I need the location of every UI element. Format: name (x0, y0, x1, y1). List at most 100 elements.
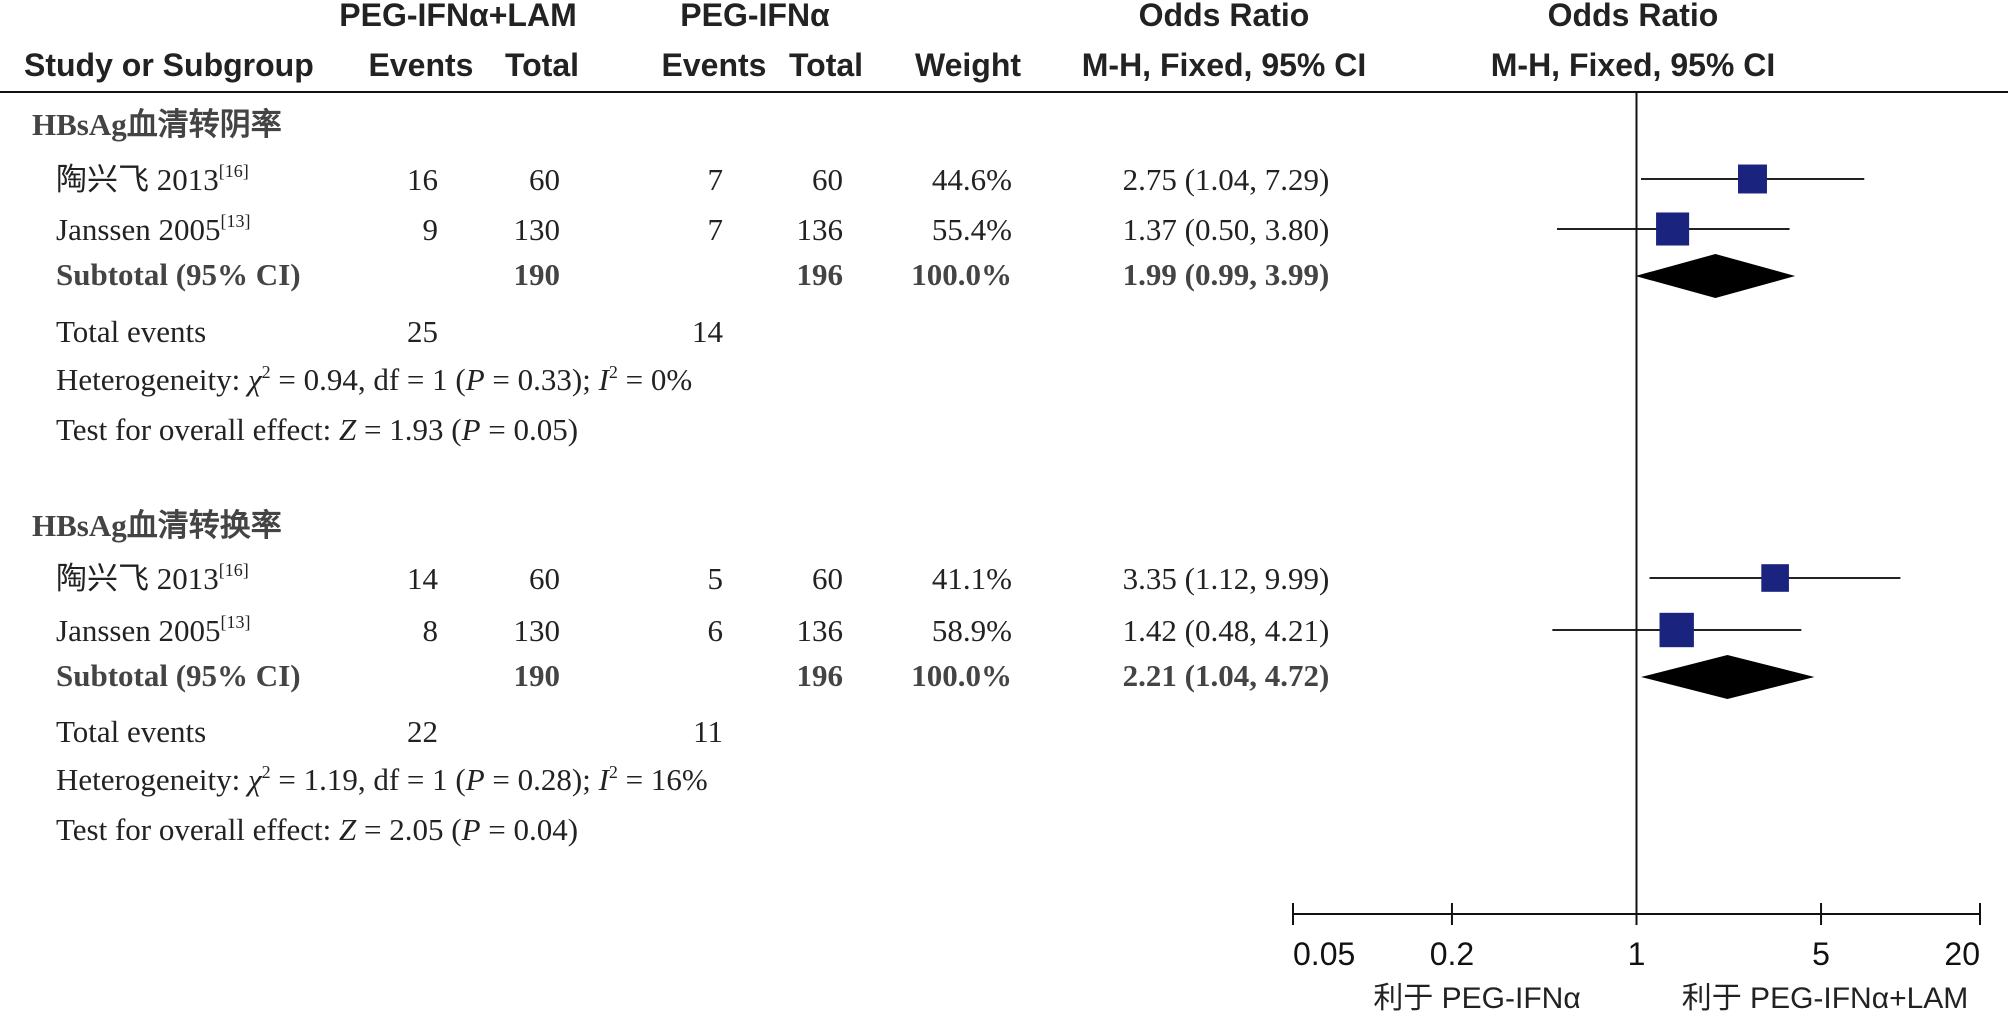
p-value: = 0.05) (481, 412, 579, 447)
study-square (1738, 164, 1767, 194)
heterogeneity-prefix: Heterogeneity: (56, 762, 248, 797)
weight-value: 44.6% (932, 162, 1012, 197)
or-method-header: M-H, Fixed, 95% CI (1082, 47, 1367, 83)
group2-header: PEG-IFNα (680, 0, 830, 33)
or-title-header: Odds Ratio (1139, 0, 1310, 33)
i-value: = 0% (618, 362, 692, 397)
events1-value: 9 (423, 212, 439, 247)
plot-title-header: Odds Ratio (1548, 0, 1719, 33)
total1-value: 130 (514, 613, 561, 648)
weight-header: Weight (915, 47, 1021, 83)
p-symbol: P (461, 412, 481, 447)
plot-marks (1552, 164, 1901, 699)
heterogeneity-text: Heterogeneity: χ2 = 0.94, df = 1 (P = 0.… (56, 362, 692, 397)
p-value: = 0.33); (485, 362, 599, 397)
z-symbol: Z (339, 412, 357, 447)
chi-superscript: 2 (262, 362, 271, 382)
events1-value: 8 (423, 613, 439, 648)
x-tick-label: 0.2 (1430, 936, 1474, 972)
x-axis: 0.05 0.2 1 5 20 利于 PEG-IFNα 利于 PEG-IFNα+LAM (1292, 92, 1981, 1013)
total2-value: 136 (797, 613, 844, 648)
chi-value: = 0.94, df = 1 ( (271, 362, 466, 397)
subtotal-diamond (1635, 254, 1796, 298)
x-tick-label: 1 (1628, 936, 1646, 972)
favors-right-label: 利于 PEG-IFNα+LAM (1682, 982, 1969, 1013)
total2-value: 60 (812, 162, 843, 197)
or-ci-value: 2.75 (1.04, 7.29) (1123, 162, 1330, 197)
events2-value: 5 (708, 561, 724, 596)
subtotal-label: Subtotal (95% CI) (56, 257, 301, 292)
total-events-label: Total events (56, 314, 206, 349)
z-symbol: Z (339, 812, 357, 847)
study-name: Janssen 2005[13] (56, 211, 250, 247)
events2-value: 7 (708, 212, 724, 247)
p-value: = 0.04) (481, 812, 579, 847)
i-superscript: 2 (609, 362, 618, 382)
total2-header: Total (789, 47, 863, 83)
heterogeneity-prefix: Heterogeneity: (56, 362, 248, 397)
study-square (1659, 612, 1694, 648)
x-tick-label: 0.05 (1293, 936, 1355, 972)
study-square (1761, 564, 1789, 592)
subtotal-total1: 190 (514, 658, 561, 693)
study-square (1656, 212, 1690, 246)
plot-method-header: M-H, Fixed, 95% CI (1491, 47, 1776, 83)
subtotal-diamond (1640, 655, 1815, 699)
z-value: = 1.93 ( (356, 412, 461, 447)
total-events1: 22 (407, 714, 438, 749)
p-value: = 0.28); (485, 762, 599, 797)
study-name-text: 陶兴飞 2013 (56, 162, 219, 197)
heterogeneity-text: Heterogeneity: χ2 = 1.19, df = 1 (P = 0.… (56, 762, 708, 797)
chi-value: = 1.19, df = 1 ( (271, 762, 466, 797)
group1-header: PEG-IFNα+LAM (339, 0, 576, 33)
z-value: = 2.05 ( (356, 812, 461, 847)
study-name: 陶兴飞 2013[16] (56, 560, 249, 596)
chi-symbol: χ (245, 362, 263, 397)
x-tick-label: 20 (1944, 936, 1980, 972)
study-name-text: Janssen 2005 (56, 212, 220, 247)
subtotal-total1: 190 (514, 257, 561, 292)
weight-value: 41.1% (932, 561, 1012, 596)
overall-prefix: Test for overall effect: (56, 812, 339, 847)
study-ref: [16] (219, 560, 249, 580)
study-name-text: Janssen 2005 (56, 613, 220, 648)
subgroup-title: HBsAg血清转阴率 (32, 107, 282, 142)
study-name: Janssen 2005[13] (56, 612, 250, 648)
total-events2: 11 (693, 714, 723, 749)
i-symbol: I (598, 362, 611, 397)
total-events1: 25 (407, 314, 438, 349)
or-ci-value: 1.42 (0.48, 4.21) (1123, 613, 1330, 648)
total1-value: 130 (514, 212, 561, 247)
total1-value: 60 (529, 561, 560, 596)
overall-effect-text: Test for overall effect: Z = 2.05 (P = 0… (56, 812, 578, 847)
total2-value: 136 (797, 212, 844, 247)
p-symbol: P (465, 762, 485, 797)
study-ref: [13] (220, 612, 250, 632)
i-symbol: I (598, 762, 611, 797)
chi-superscript: 2 (262, 762, 271, 782)
subtotal-weight: 100.0% (911, 257, 1012, 292)
subtotal-or-ci: 1.99 (0.99, 3.99) (1123, 257, 1330, 292)
events2-header: Events (662, 47, 767, 83)
x-tick-label: 5 (1812, 936, 1830, 972)
study-ref: [16] (219, 161, 249, 181)
study-column-header: Study or Subgroup (24, 47, 314, 83)
subtotal-or-ci: 2.21 (1.04, 4.72) (1123, 658, 1330, 693)
subtotal-label: Subtotal (95% CI) (56, 658, 301, 693)
events2-value: 6 (708, 613, 724, 648)
total-events2: 14 (692, 314, 724, 349)
weight-value: 58.9% (932, 613, 1012, 648)
overall-prefix: Test for overall effect: (56, 412, 339, 447)
or-ci-value: 3.35 (1.12, 9.99) (1123, 561, 1330, 596)
subgroup-title: HBsAg血清转换率 (32, 508, 282, 543)
events1-value: 14 (407, 561, 439, 596)
subtotal-weight: 100.0% (911, 658, 1012, 693)
events1-value: 16 (407, 162, 438, 197)
p-symbol: P (461, 812, 481, 847)
i-value: = 16% (618, 762, 708, 797)
or-ci-value: 1.37 (0.50, 3.80) (1123, 212, 1330, 247)
p-symbol: P (465, 362, 485, 397)
study-ref: [13] (220, 211, 250, 231)
